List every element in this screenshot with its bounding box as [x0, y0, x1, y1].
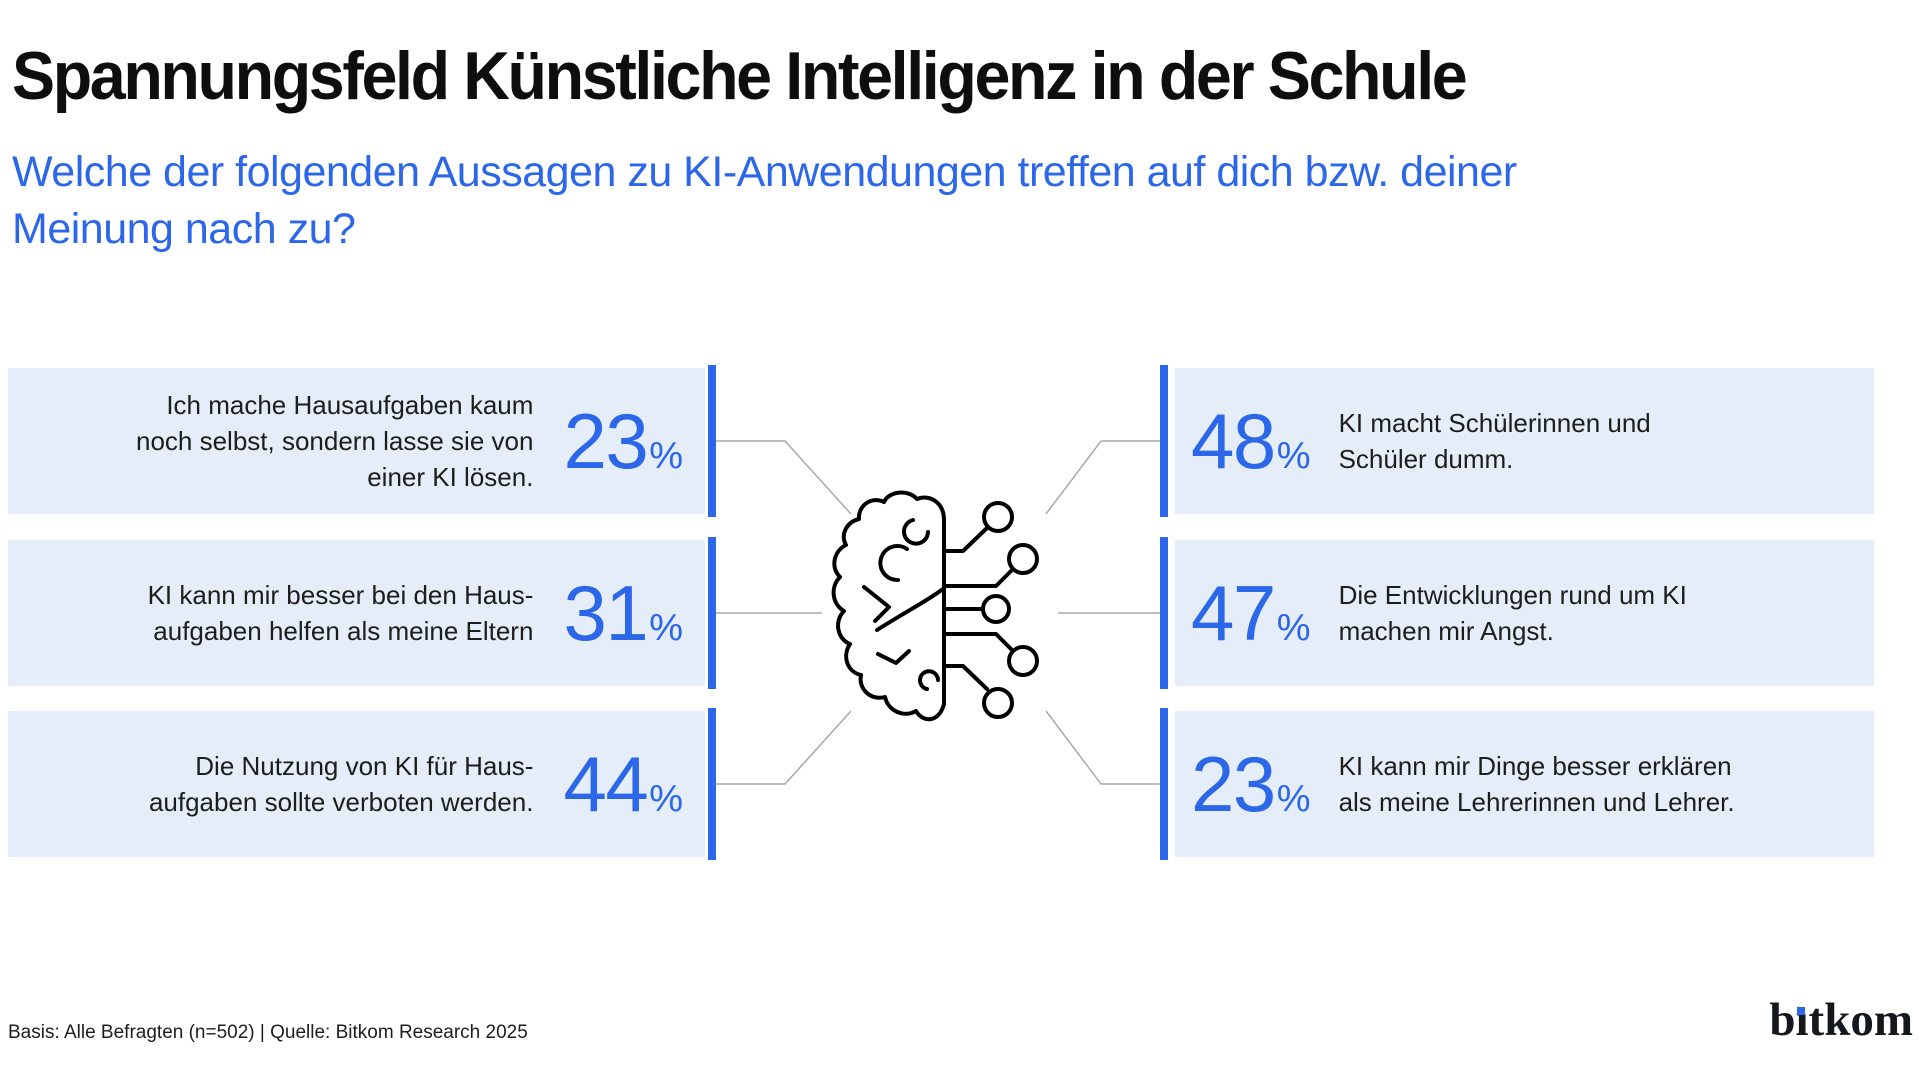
stat-card-right-3: 23% KI kann mir Dinge besser erklären al…: [1175, 711, 1874, 857]
circuit-node-4: [1007, 645, 1039, 677]
connector-right-1: [1045, 440, 1160, 515]
stat-card-right-1: 48% KI macht Schülerinnen und Schüler du…: [1175, 368, 1874, 514]
connector-left-1: [716, 440, 852, 515]
accent-bar-right-1: [1160, 365, 1168, 517]
circuit-branch-5: [942, 664, 989, 691]
page-title: Spannungsfeld Künstliche Intelligenz in …: [12, 38, 1468, 114]
logo-text-tkom: tkom: [1808, 994, 1913, 1046]
stat-number: 48: [1191, 397, 1276, 485]
percent-sign: %: [1276, 778, 1311, 820]
subtitle-question: Welche der folgenden Aussagen zu KI-Anwe…: [12, 148, 1517, 253]
source-note: Basis: Alle Befragten (n=502) | Quelle: …: [8, 1022, 528, 1043]
stat-number: 44: [563, 740, 648, 828]
stat-card-left-1: Ich mache Hausaufgaben kaum noch selbst,…: [8, 368, 705, 514]
percent-sign: %: [1276, 607, 1311, 649]
percent-sign: %: [649, 435, 683, 477]
stat-text: Die Entwicklungen rund um KI machen mir …: [1338, 580, 1687, 646]
connector-right-3: [1045, 710, 1160, 785]
brain-fold-low: [876, 649, 911, 665]
logo-text-i: ı: [1795, 994, 1809, 1046]
stat-card-left-2: KI kann mir besser bei den Haus- aufgabe…: [8, 540, 705, 686]
circuit-node-5: [982, 687, 1014, 719]
stat-value: 31%: [563, 574, 683, 652]
stat-text: KI macht Schülerinnen und Schüler dumm.: [1338, 408, 1651, 474]
brain-fold-mid: [862, 585, 891, 623]
brain-fold-bottom: [918, 669, 940, 691]
circuit-branch-2: [942, 568, 1014, 588]
connector-lines: [716, 440, 1160, 785]
brain-outline: [831, 490, 946, 722]
stat-card-left-3: Die Nutzung von KI für Haus- aufgaben so…: [8, 711, 705, 857]
stat-value: 23%: [1191, 745, 1311, 823]
stat-text: KI kann mir besser bei den Haus- aufgabe…: [147, 580, 534, 646]
connector-left-3: [716, 710, 852, 785]
stat-number: 23: [1191, 740, 1276, 828]
brain-fold-sweep: [875, 587, 945, 632]
stat-text: KI kann mir Dinge besser erklären als me…: [1338, 751, 1735, 817]
bitkom-logo: bıtkom: [1769, 997, 1913, 1044]
accent-bar-left-2: [708, 537, 716, 689]
circuit-node-1: [982, 501, 1014, 533]
percent-sign: %: [1276, 435, 1311, 477]
circuit-node-3: [981, 594, 1011, 624]
circuit-branch-1: [942, 526, 989, 553]
stat-value: 47%: [1191, 574, 1311, 652]
stat-value: 44%: [563, 745, 683, 823]
accent-bar-right-2: [1160, 537, 1168, 689]
circuit-branch-4: [942, 632, 1014, 652]
logo-blue-dot: [1797, 1007, 1806, 1015]
stat-text: Die Nutzung von KI für Haus- aufgaben so…: [148, 751, 534, 817]
stat-number: 23: [563, 397, 648, 485]
brain-fold-top: [902, 518, 930, 546]
logo-text-b: b: [1769, 994, 1796, 1046]
brain-circuit-icon: [831, 490, 1039, 722]
stat-value: 23%: [563, 402, 683, 480]
stat-number: 47: [1191, 569, 1276, 657]
stat-text: Ich mache Hausaufgaben kaum noch selbst,…: [135, 390, 534, 492]
accent-bar-left-1: [708, 365, 716, 517]
percent-sign: %: [649, 607, 683, 649]
stat-value: 48%: [1191, 402, 1311, 480]
accent-bar-right-3: [1160, 708, 1168, 860]
brain-fold-crescent: [878, 544, 909, 583]
percent-sign: %: [649, 778, 683, 820]
stat-number: 31: [563, 569, 648, 657]
stat-card-right-2: 47% Die Entwicklungen rund um KI machen …: [1175, 540, 1874, 686]
accent-bar-left-3: [708, 708, 716, 860]
circuit-node-2: [1007, 543, 1039, 575]
